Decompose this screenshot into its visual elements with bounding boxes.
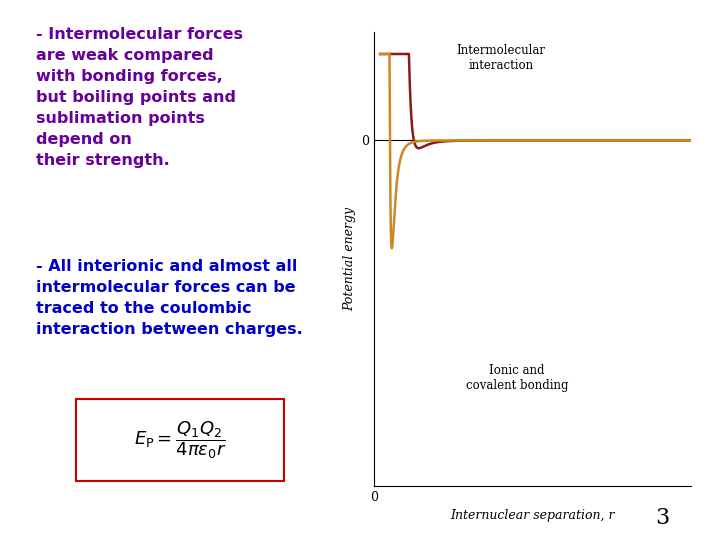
- X-axis label: Internuclear separation, r: Internuclear separation, r: [451, 509, 615, 522]
- Text: - All interionic and almost all
intermolecular forces can be
traced to the coulo: - All interionic and almost all intermol…: [36, 259, 302, 337]
- FancyBboxPatch shape: [76, 399, 284, 482]
- Text: - Intermolecular forces
are weak compared
with bonding forces,
but boiling point: - Intermolecular forces are weak compare…: [36, 27, 243, 168]
- Text: Intermolecular
interaction: Intermolecular interaction: [456, 44, 546, 72]
- Y-axis label: Potential energy: Potential energy: [343, 207, 356, 311]
- Text: $E_\mathrm{P} = \dfrac{Q_1 Q_2}{4\pi\varepsilon_0 r}$: $E_\mathrm{P} = \dfrac{Q_1 Q_2}{4\pi\var…: [134, 419, 226, 461]
- Text: 3: 3: [655, 507, 670, 529]
- Text: Ionic and
covalent bonding: Ionic and covalent bonding: [466, 364, 568, 392]
